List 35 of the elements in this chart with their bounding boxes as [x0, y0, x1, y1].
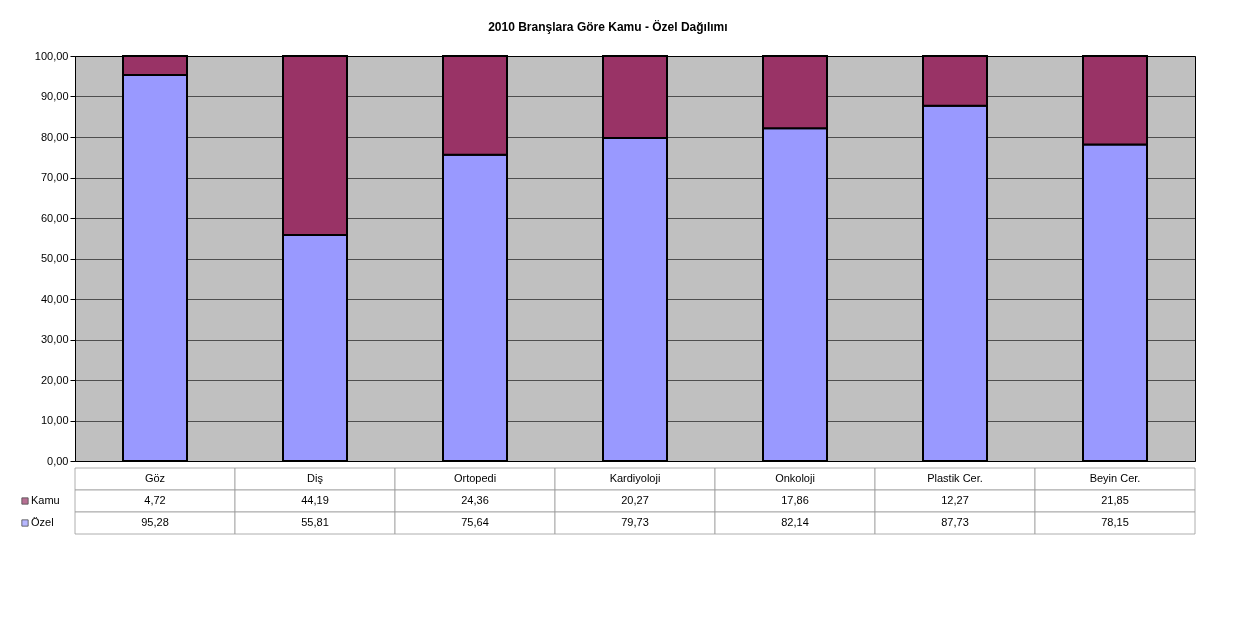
y-tick-label: 0,00 — [47, 454, 69, 467]
data-label: 82,14 — [781, 516, 809, 528]
y-tick-label: 90,00 — [40, 90, 69, 102]
x-tick-label: Kardiyoloji — [609, 472, 661, 484]
data-label: 75,64 — [461, 516, 489, 528]
data-label: 24,36 — [461, 494, 489, 506]
legend-label: Kamu — [31, 494, 60, 506]
y-tick-label: 20,00 — [40, 373, 69, 386]
data-label: 55,81 — [301, 516, 329, 528]
y-tick-label: 70,00 — [40, 171, 69, 183]
y-tick-label: 10,00 — [40, 414, 69, 426]
chart-title: 2010 Branşlara Göre Kamu - Özel Dağılımı — [488, 18, 728, 34]
data-label: 78,15 — [1101, 516, 1129, 528]
y-tick-label: 40,00 — [40, 292, 69, 305]
x-tick-label: Onkoloji — [775, 472, 815, 484]
y-tick-label: 30,00 — [40, 333, 69, 345]
y-tick-label: 100,00 — [34, 49, 69, 62]
data-label: 4,72 — [144, 494, 166, 506]
data-label: 20,27 — [621, 494, 649, 506]
data-label: 44,19 — [301, 494, 329, 506]
x-tick-label: Diş — [307, 472, 324, 484]
x-tick-label: Göz — [144, 472, 166, 484]
data-label: 17,86 — [781, 494, 809, 506]
data-label: 21,85 — [1101, 494, 1129, 506]
y-tick-label: 80,00 — [40, 130, 69, 143]
data-label: 87,73 — [941, 516, 969, 528]
data-label: 12,27 — [941, 494, 969, 506]
x-tick-label: Beyin Cer. — [1089, 472, 1141, 484]
data-label: 79,73 — [621, 516, 649, 528]
y-tick-label: 60,00 — [40, 211, 69, 224]
data-label: 95,28 — [141, 516, 169, 528]
x-tick-label: Plastik Cer. — [927, 472, 983, 484]
y-tick-label: 50,00 — [40, 252, 69, 264]
legend-label: Özel — [31, 516, 54, 528]
x-tick-label: Ortopedi — [453, 472, 497, 484]
